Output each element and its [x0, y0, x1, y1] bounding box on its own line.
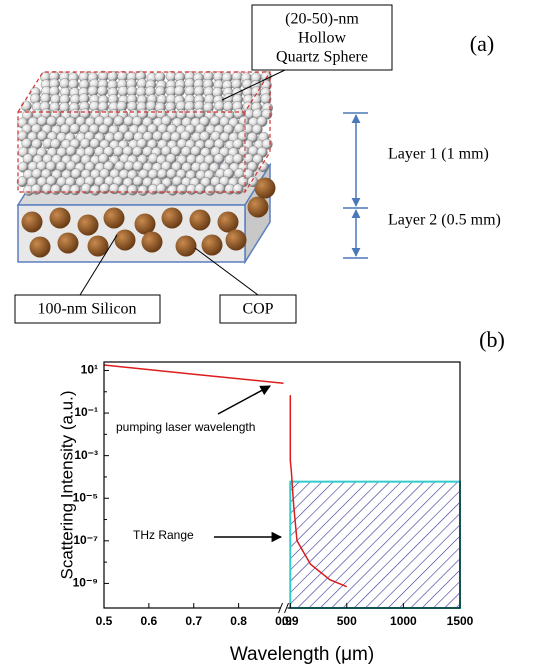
x-tick-label: 0.9: [282, 614, 299, 628]
silicon-particle: [30, 237, 51, 258]
quartz-sphere: [205, 185, 215, 195]
intensity-line: [104, 365, 284, 383]
quartz-sphere: [21, 101, 31, 111]
x-tick-label: 1000: [390, 614, 417, 628]
x-axis-label: Wavelength (μm): [230, 644, 374, 665]
silicon-particle: [135, 214, 156, 235]
y-tick-label: 10⁻¹: [74, 405, 98, 419]
sphere-label: Quartz Sphere: [276, 49, 368, 66]
sphere-label: Hollow: [298, 30, 346, 47]
silicon-particle: [218, 212, 239, 233]
y-tick-label: 10¹: [81, 363, 98, 377]
silicon-particle: [78, 215, 99, 236]
schematic: (20-50)-nm Hollow Quartz Sphere (a) Laye…: [15, 5, 505, 352]
silicon-label: 100-nm Silicon: [37, 301, 136, 318]
layer-label: Layer 1 (1 mm): [388, 146, 489, 163]
quartz-sphere: [31, 184, 41, 194]
silicon-particle: [104, 208, 125, 229]
silicon-particle: [248, 197, 269, 218]
x-tick-label: 0.7: [185, 614, 202, 628]
silicon-particle: [142, 232, 163, 253]
silicon-particle: [162, 208, 183, 229]
silicon-particle: [50, 208, 71, 229]
annotation-arrow: [218, 386, 270, 414]
quartz-sphere: [167, 185, 177, 195]
y-tick-label: 10⁻³: [74, 448, 98, 462]
quartz-sphere: [174, 86, 184, 96]
y-tick-label: 10⁻⁷: [73, 533, 98, 547]
quartz-sphere: [118, 185, 128, 195]
quartz-sphere: [214, 154, 224, 164]
panel-label: (b): [479, 327, 505, 352]
y-axis-label: Scattering Intensity (a.u.): [57, 391, 76, 580]
sphere-label: (20-50)-nm: [285, 11, 359, 28]
quartz-sphere: [51, 184, 61, 194]
x-tick-label: 0.8: [230, 614, 247, 628]
cop-label: COP: [242, 301, 273, 318]
silicon-particle: [22, 212, 43, 233]
silicon-particle: [115, 230, 136, 251]
figure: (20-50)-nm Hollow Quartz Sphere (a) Laye…: [0, 0, 540, 671]
annotation: THz Range: [133, 528, 194, 542]
quartz-sphere: [138, 185, 148, 195]
quartz-sphere: [70, 185, 80, 195]
x-tick-label: 0.6: [141, 614, 158, 628]
x-tick-label: 0.5: [96, 614, 113, 628]
panel-label: (a): [470, 31, 494, 56]
quartz-sphere: [70, 124, 80, 134]
annotation: pumping laser wavelength: [116, 420, 255, 434]
quartz-sphere: [177, 184, 187, 194]
silicon-particle: [202, 235, 223, 256]
quartz-sphere: [127, 185, 137, 195]
x-tick-label: 1500: [447, 614, 474, 628]
layer-label: Layer 2 (0.5 mm): [388, 212, 501, 229]
thz-region: [290, 482, 460, 608]
quartz-sphere: [90, 185, 100, 195]
x-tick-label: 500: [337, 614, 357, 628]
quartz-sphere: [97, 86, 107, 96]
silicon-particle: [58, 233, 79, 254]
quartz-sphere: [233, 184, 243, 194]
silicon-particle: [190, 210, 211, 231]
silicon-particle: [226, 230, 247, 251]
silicon-particle: [176, 236, 197, 257]
